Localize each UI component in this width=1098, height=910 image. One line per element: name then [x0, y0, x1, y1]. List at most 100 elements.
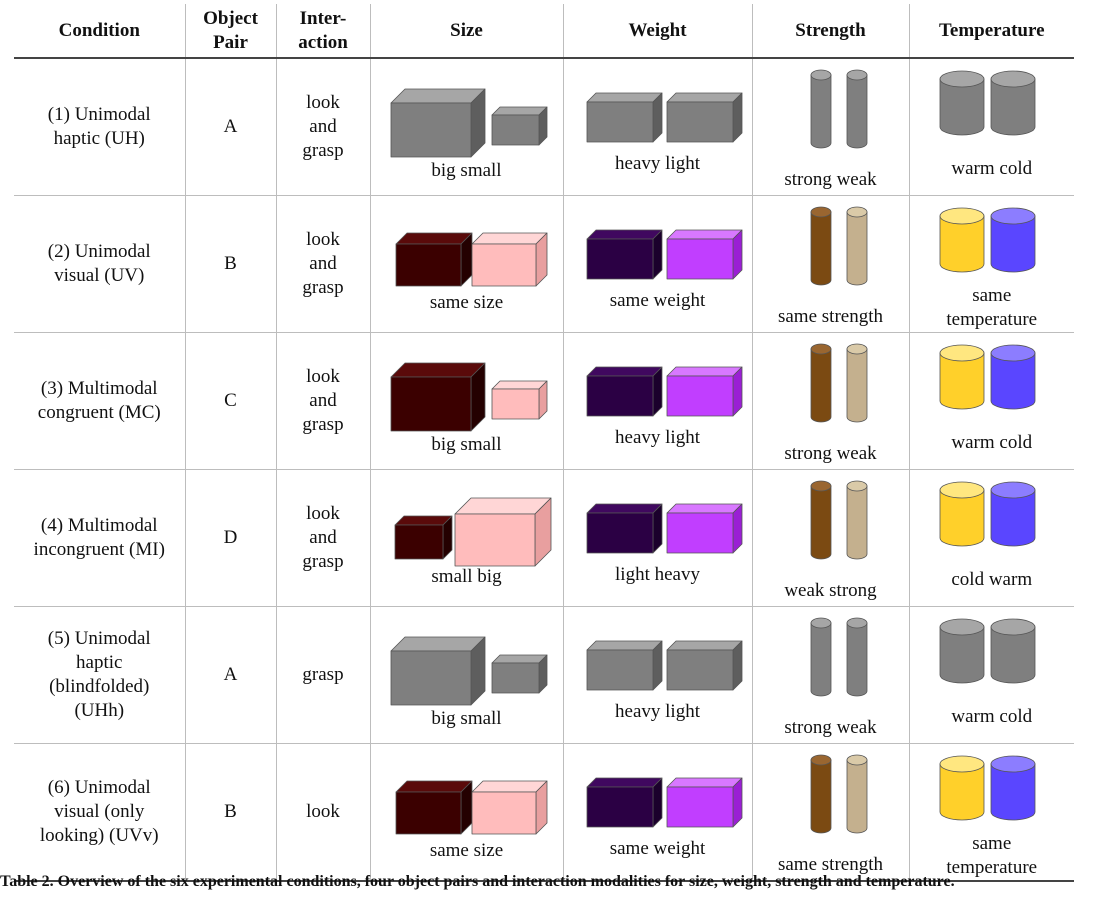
left-cylinder-icon	[810, 617, 831, 697]
conditions-table: Condition Object Pair Inter- action Size…	[14, 4, 1074, 882]
condition-cell: (5) Unimodal haptic (blindfolded) (UHh)	[14, 606, 186, 744]
weight-cell: light heavy	[563, 469, 753, 607]
weight-label: same weight	[609, 290, 706, 311]
left-drum-icon	[939, 207, 984, 273]
right-drum-icon	[990, 755, 1035, 821]
right-box-icon	[471, 232, 547, 287]
strength-illustration	[810, 480, 867, 560]
left-cylinder-icon	[810, 754, 831, 834]
right-weight-box-icon	[666, 777, 742, 828]
right-drum-icon	[990, 618, 1035, 684]
temperature-cell: same temperature	[909, 195, 1074, 333]
size-illustration	[390, 88, 547, 158]
weight-illustration	[586, 229, 742, 280]
strength-label: strong weak	[784, 169, 877, 190]
condition-cell: (2) Unimodal visual (UV)	[14, 195, 186, 333]
size-cell: same size	[370, 195, 564, 333]
left-box-icon	[395, 780, 472, 835]
strength-illustration	[810, 343, 867, 423]
interaction-cell: grasp	[276, 606, 371, 744]
right-drum-icon	[990, 481, 1035, 547]
size-label: big small	[431, 434, 502, 455]
header-temperature: Temperature	[909, 4, 1074, 59]
condition-cell: (6) Unimodal visual (only looking) (UVv)	[14, 743, 186, 882]
left-weight-box-icon	[586, 92, 662, 143]
temperature-illustration	[939, 755, 1035, 821]
left-drum-icon	[939, 481, 984, 547]
temperature-cell: cold warm	[909, 469, 1074, 607]
right-weight-box-icon	[666, 366, 742, 417]
small-box-icon	[491, 654, 547, 694]
temperature-label: same temperature	[946, 833, 1038, 878]
left-cylinder-icon	[810, 69, 831, 149]
size-illustration	[390, 362, 547, 432]
right-drum-icon	[990, 70, 1035, 136]
right-weight-box-icon	[666, 503, 742, 554]
weight-label: heavy light	[615, 701, 700, 722]
strength-cell: same strength	[752, 743, 910, 882]
interaction-cell: look	[276, 743, 371, 882]
weight-label: heavy light	[615, 427, 700, 448]
temperature-cell: warm cold	[909, 606, 1074, 744]
right-cylinder-icon	[846, 69, 867, 149]
strength-cell: same strength	[752, 195, 910, 333]
weight-illustration	[586, 503, 742, 554]
left-weight-box-icon	[586, 640, 662, 691]
left-drum-icon	[939, 618, 984, 684]
object-pair-cell: A	[185, 58, 277, 196]
right-cylinder-icon	[846, 754, 867, 834]
temperature-label: warm cold	[951, 158, 1033, 179]
left-box-icon	[395, 232, 472, 287]
right-box-icon	[471, 780, 547, 835]
object-pair-cell: C	[185, 332, 277, 470]
size-label: same size	[429, 840, 504, 861]
temperature-illustration	[939, 618, 1035, 684]
size-label: big small	[431, 160, 502, 181]
object-pair-cell: B	[185, 743, 277, 882]
object-pair-cell: D	[185, 469, 277, 607]
weight-illustration	[586, 777, 742, 828]
header-strength: Strength	[752, 4, 910, 59]
left-cylinder-icon	[810, 343, 831, 423]
temperature-label: warm cold	[951, 706, 1033, 727]
weight-label: same weight	[609, 838, 706, 859]
temperature-cell: warm cold	[909, 332, 1074, 470]
big-box-icon	[390, 362, 485, 432]
strength-label: strong weak	[784, 443, 877, 464]
temperature-label: cold warm	[951, 569, 1033, 590]
left-drum-icon	[939, 70, 984, 136]
table-row: (5) Unimodal haptic (blindfolded) (UHh) A…	[14, 606, 1074, 744]
big-box-icon	[454, 497, 551, 567]
strength-label: same strength	[777, 854, 883, 875]
right-cylinder-icon	[846, 343, 867, 423]
right-cylinder-icon	[846, 617, 867, 697]
temperature-illustration	[939, 344, 1035, 410]
size-illustration	[395, 232, 547, 287]
header-size: Size	[370, 4, 564, 59]
object-pair-cell: B	[185, 195, 277, 333]
left-drum-icon	[939, 344, 984, 410]
strength-illustration	[810, 617, 867, 697]
right-drum-icon	[990, 207, 1035, 273]
object-pair-cell: A	[185, 606, 277, 744]
weight-illustration	[586, 92, 742, 143]
header-interaction: Inter- action	[276, 4, 371, 59]
strength-cell: strong weak	[752, 332, 910, 470]
small-box-icon	[491, 106, 547, 146]
interaction-cell: look and grasp	[276, 332, 371, 470]
table-row: (6) Unimodal visual (only looking) (UVv)…	[14, 743, 1074, 882]
left-weight-box-icon	[586, 777, 662, 828]
weight-cell: heavy light	[563, 606, 753, 744]
interaction-cell: look and grasp	[276, 469, 371, 607]
weight-label: light heavy	[615, 564, 700, 585]
left-weight-box-icon	[586, 229, 662, 280]
strength-cell: weak strong	[752, 469, 910, 607]
header-object-pair: Object Pair	[185, 4, 277, 59]
size-illustration	[395, 780, 547, 835]
size-cell: big small	[370, 58, 564, 196]
weight-illustration	[586, 366, 742, 417]
condition-cell: (1) Unimodal haptic (UH)	[14, 58, 186, 196]
